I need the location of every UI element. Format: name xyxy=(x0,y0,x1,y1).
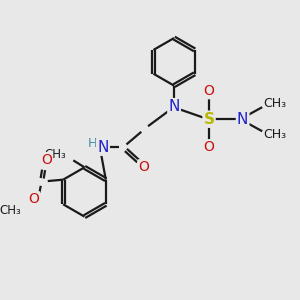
Text: O: O xyxy=(204,84,214,98)
Text: S: S xyxy=(203,112,214,127)
Text: CH₃: CH₃ xyxy=(264,97,287,110)
Text: N: N xyxy=(97,140,108,155)
Text: H: H xyxy=(88,136,98,149)
Text: N: N xyxy=(168,99,180,114)
Text: CH₃: CH₃ xyxy=(45,148,66,161)
Text: O: O xyxy=(41,153,52,167)
Text: N: N xyxy=(237,112,248,127)
Text: CH₃: CH₃ xyxy=(0,204,21,217)
Text: O: O xyxy=(138,160,149,174)
Text: O: O xyxy=(204,140,214,154)
Text: O: O xyxy=(28,192,39,206)
Text: CH₃: CH₃ xyxy=(264,128,287,141)
